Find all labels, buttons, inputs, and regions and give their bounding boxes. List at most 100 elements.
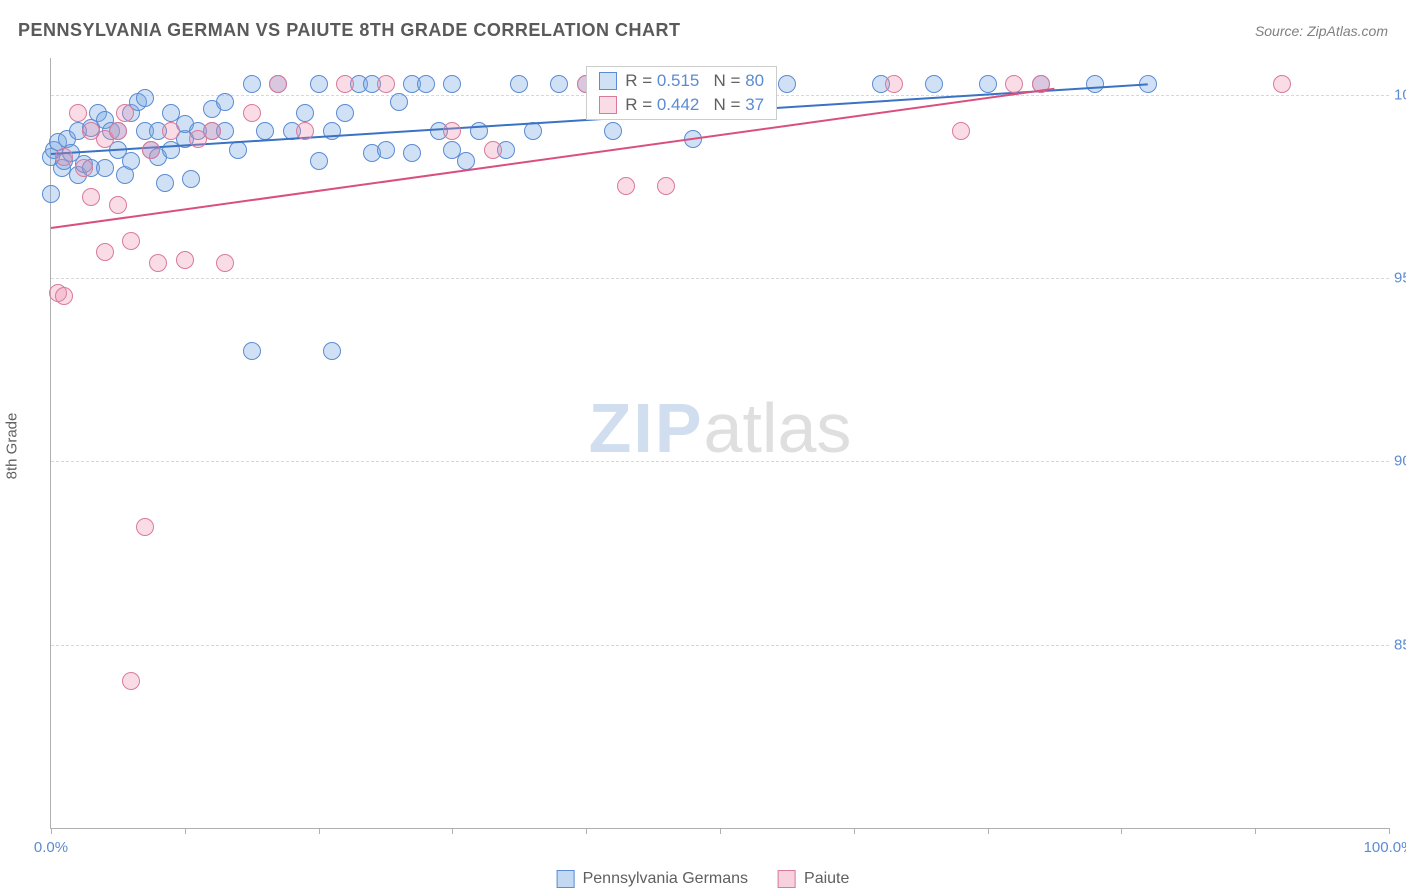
- x-tick: [1121, 828, 1122, 834]
- x-tick: [51, 828, 52, 834]
- stats-text: R = 0.442 N = 37: [625, 95, 764, 115]
- x-tick: [988, 828, 989, 834]
- x-tick: [452, 828, 453, 834]
- data-point: [55, 287, 73, 305]
- data-point: [885, 75, 903, 93]
- data-point: [925, 75, 943, 93]
- data-point: [109, 122, 127, 140]
- gridline: [51, 461, 1389, 462]
- data-point: [296, 122, 314, 140]
- data-point: [310, 152, 328, 170]
- source-label: Source: ZipAtlas.com: [1255, 23, 1388, 39]
- y-axis-label: 8th Grade: [4, 413, 21, 480]
- bottom-legend-label: Paiute: [804, 870, 849, 888]
- chart-title: PENNSYLVANIA GERMAN VS PAIUTE 8TH GRADE …: [18, 20, 681, 41]
- stats-legend-row: R = 0.442 N = 37: [587, 93, 776, 117]
- data-point: [69, 104, 87, 122]
- data-point: [182, 170, 200, 188]
- trend-line: [51, 87, 1055, 228]
- data-point: [55, 148, 73, 166]
- data-point: [604, 122, 622, 140]
- data-point: [390, 93, 408, 111]
- data-point: [443, 75, 461, 93]
- data-point: [42, 185, 60, 203]
- data-point: [952, 122, 970, 140]
- data-point: [96, 243, 114, 261]
- data-point: [122, 152, 140, 170]
- data-point: [617, 177, 635, 195]
- data-point: [136, 89, 154, 107]
- data-point: [457, 152, 475, 170]
- x-tick: [720, 828, 721, 834]
- x-tick: [185, 828, 186, 834]
- stats-legend: R = 0.515 N = 80 R = 0.442 N = 37: [586, 66, 777, 120]
- data-point: [310, 75, 328, 93]
- data-point: [269, 75, 287, 93]
- x-tick-label: 100.0%: [1364, 839, 1406, 856]
- data-point: [122, 672, 140, 690]
- legend-swatch: [599, 96, 617, 114]
- data-point: [109, 196, 127, 214]
- gridline: [51, 278, 1389, 279]
- bottom-legend-item: Pennsylvania Germans: [557, 870, 748, 888]
- x-tick: [1389, 828, 1390, 834]
- data-point: [116, 104, 134, 122]
- data-point: [443, 122, 461, 140]
- data-point: [524, 122, 542, 140]
- data-point: [243, 75, 261, 93]
- watermark-atlas: atlas: [704, 389, 852, 467]
- legend-swatch: [599, 72, 617, 90]
- data-point: [75, 159, 93, 177]
- data-point: [216, 93, 234, 111]
- data-point: [176, 251, 194, 269]
- bottom-legend: Pennsylvania Germans Paiute: [557, 870, 850, 888]
- y-tick-label: 85.0%: [1394, 636, 1406, 653]
- data-point: [417, 75, 435, 93]
- data-point: [377, 141, 395, 159]
- data-point: [122, 232, 140, 250]
- y-tick-label: 100.0%: [1394, 86, 1406, 103]
- data-point: [336, 75, 354, 93]
- bottom-legend-label: Pennsylvania Germans: [583, 870, 748, 888]
- data-point: [377, 75, 395, 93]
- watermark: ZIPatlas: [589, 388, 852, 468]
- data-point: [403, 144, 421, 162]
- data-point: [162, 122, 180, 140]
- data-point: [142, 141, 160, 159]
- data-point: [550, 75, 568, 93]
- data-point: [296, 104, 314, 122]
- x-tick: [854, 828, 855, 834]
- data-point: [657, 177, 675, 195]
- data-point: [1005, 75, 1023, 93]
- y-tick-label: 90.0%: [1394, 453, 1406, 470]
- data-point: [336, 104, 354, 122]
- data-point: [216, 254, 234, 272]
- watermark-zip: ZIP: [589, 389, 704, 467]
- data-point: [149, 254, 167, 272]
- data-point: [136, 518, 154, 536]
- data-point: [510, 75, 528, 93]
- x-tick: [319, 828, 320, 834]
- data-point: [243, 104, 261, 122]
- plot-area: ZIPatlas 85.0%90.0%95.0%100.0%0.0%100.0%…: [50, 58, 1389, 829]
- data-point: [243, 342, 261, 360]
- data-point: [323, 342, 341, 360]
- x-tick: [586, 828, 587, 834]
- x-tick: [1255, 828, 1256, 834]
- data-point: [484, 141, 502, 159]
- legend-swatch: [557, 870, 575, 888]
- data-point: [96, 159, 114, 177]
- bottom-legend-item: Paiute: [778, 870, 849, 888]
- data-point: [323, 122, 341, 140]
- data-point: [1086, 75, 1104, 93]
- data-point: [256, 122, 274, 140]
- gridline: [51, 645, 1389, 646]
- data-point: [82, 188, 100, 206]
- data-point: [156, 174, 174, 192]
- legend-swatch: [778, 870, 796, 888]
- data-point: [1273, 75, 1291, 93]
- data-point: [979, 75, 997, 93]
- x-tick-label: 0.0%: [34, 839, 68, 856]
- stats-text: R = 0.515 N = 80: [625, 71, 764, 91]
- data-point: [778, 75, 796, 93]
